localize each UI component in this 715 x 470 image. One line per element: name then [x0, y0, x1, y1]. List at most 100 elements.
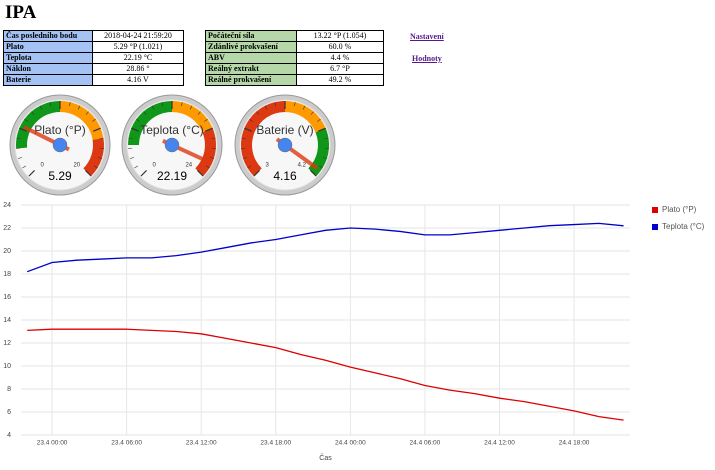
gauge-tick [324, 137, 329, 140]
gauge-max: 24 [185, 162, 192, 168]
x-tick-label: 24.4 18:00 [559, 440, 590, 447]
gauge-tick [197, 170, 204, 177]
y-tick-label: 14 [3, 317, 11, 324]
page-title: IPA [5, 2, 37, 23]
gauge-value: 5.29 [48, 169, 72, 183]
gauge-tick [69, 102, 71, 107]
y-tick-label: 10 [3, 363, 11, 370]
status-table: Čas posledního bodu 2018-04-24 21:59:20 Pl… [3, 30, 184, 86]
gauge-tick [322, 157, 327, 159]
gauge-tick [136, 118, 140, 122]
gauge-band [128, 101, 172, 145]
gauge-tick [256, 111, 260, 115]
gauge-tick [143, 111, 147, 115]
gauge-tick [247, 165, 252, 169]
gauge-tick [93, 127, 101, 132]
legend-label: Teplota (°C) [662, 222, 705, 231]
gauge-tick [28, 170, 35, 177]
y-tick-label: 8 [7, 386, 11, 393]
gauge-tick [205, 127, 213, 132]
gauge-label: Teplota (°C) [140, 123, 204, 137]
gauge-hub [164, 137, 180, 153]
gauge-tick [181, 102, 183, 107]
x-tick-label: 23.4 00:00 [37, 440, 68, 447]
y-tick-label: 4 [7, 432, 11, 439]
gauge-tick [24, 118, 28, 122]
gauge-tick [310, 170, 317, 177]
table-row: ABV 4.4 % [205, 52, 384, 64]
gauge-tick [130, 157, 135, 159]
gauge-tick [49, 102, 51, 107]
settings-link[interactable]: Nastavení [410, 32, 444, 41]
x-tick-label: 23.4 06:00 [111, 440, 142, 447]
gauge-tick [22, 165, 27, 169]
gauge-tick [209, 157, 214, 159]
gauge-tick [310, 111, 314, 115]
gauge-tick [243, 157, 248, 159]
legend-swatch [652, 207, 658, 213]
y-tick-label: 22 [3, 225, 11, 232]
y-tick-label: 16 [3, 294, 11, 301]
row-label: Čas posledního bodu [3, 30, 93, 42]
gauge-tick [302, 105, 306, 110]
x-tick-label: 24.4 06:00 [410, 440, 441, 447]
legend-label: Plato (°P) [662, 205, 697, 214]
gauge-tick [77, 105, 81, 110]
gauge-tick [244, 127, 252, 132]
gauge-band [83, 138, 105, 177]
gauge-tick [253, 170, 260, 177]
gauge-tick [318, 127, 326, 132]
legend-swatch [652, 224, 658, 230]
y-tick-label: 18 [3, 271, 11, 278]
x-tick-label: 23.4 12:00 [186, 440, 217, 447]
gauge-tick [189, 105, 193, 110]
gauge-tick [92, 118, 96, 122]
x-tick-label: 23.4 18:00 [260, 440, 291, 447]
row-label: Reálné prokvašení [205, 74, 297, 86]
row-value: 49.2 % [296, 74, 384, 86]
gauge-tick [264, 105, 268, 110]
gauge-tick [131, 127, 139, 132]
gauge-label: Baterie (V) [256, 123, 313, 137]
gauge-tick [197, 111, 201, 115]
gauge-max: 4.2 [298, 162, 307, 168]
gauge-hub [52, 137, 68, 153]
gauge-tick [85, 170, 92, 177]
gauge-tick [19, 127, 27, 132]
gauge-tick [39, 105, 43, 110]
values-link[interactable]: Hodnoty [412, 54, 442, 63]
gauge-tick [134, 165, 139, 169]
gauge-band [195, 128, 217, 177]
gauge-tick [241, 137, 246, 140]
gauge-value: 4.16 [273, 169, 297, 183]
gauge-tick [317, 118, 321, 122]
table-row: Baterie 4.16 V [3, 74, 184, 86]
x-tick-label: 24.4 12:00 [484, 440, 515, 447]
gauge-band [240, 101, 285, 177]
table-row: Reálný extrakt 6.7 °P [205, 63, 384, 75]
gauge-tick [31, 111, 35, 115]
gauge-tick [18, 157, 23, 159]
gauge-band [15, 101, 60, 149]
series-line [26, 222, 624, 273]
gauge-hub [277, 137, 293, 153]
gauge-tick [99, 137, 104, 140]
gauge-tick [318, 165, 323, 169]
gauge-tick [205, 165, 210, 169]
series-line [27, 328, 624, 421]
gauge-tick [211, 137, 216, 140]
gauge-min: 0 [153, 162, 157, 168]
gauge-tick [204, 118, 208, 122]
y-tick-label: 20 [3, 248, 11, 255]
gauge-tick [161, 102, 163, 107]
gauge-tick [140, 170, 147, 177]
gauge-tick [97, 157, 102, 159]
y-tick-label: 12 [3, 340, 11, 347]
gauge-tick [249, 118, 253, 122]
table-row: Náklon 28.86 ° [3, 63, 184, 75]
x-axis-title: Čas [319, 453, 332, 462]
gauge-min: 3 [266, 162, 270, 168]
table-row: Reálné prokvašení 49.2 % [205, 74, 384, 86]
